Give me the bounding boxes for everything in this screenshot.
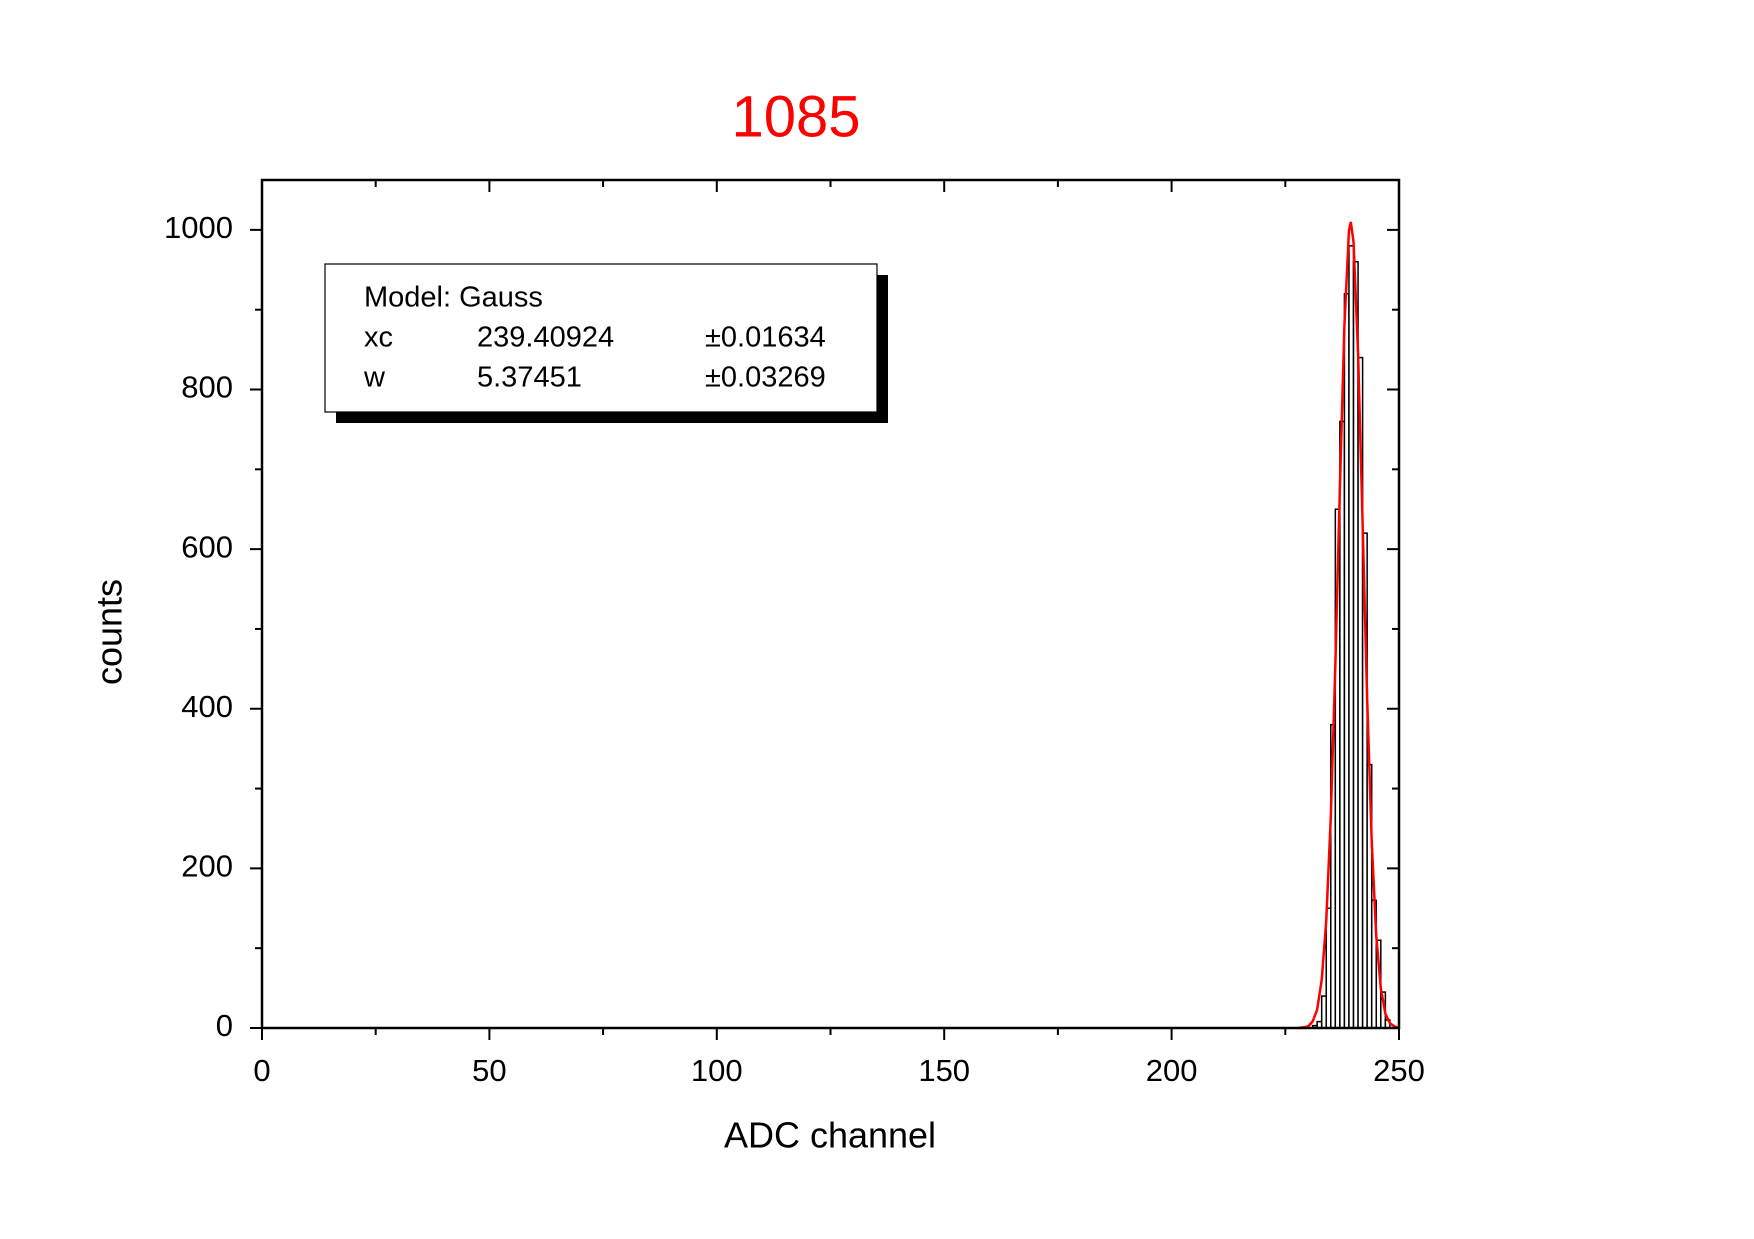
y-tick-label: 600 (181, 529, 233, 564)
fit-curve (1298, 221, 1400, 1030)
y-tick-label: 1000 (164, 210, 233, 245)
fit-box-frame (324, 263, 878, 413)
fit-param-name: xc (364, 322, 393, 354)
y-tick-label: 400 (181, 689, 233, 724)
x-tick-label: 200 (1146, 1053, 1198, 1088)
y-axis-label: counts (89, 579, 130, 685)
x-tick-label: 150 (918, 1053, 970, 1088)
fit-param-name: w (363, 362, 386, 394)
x-tick-label: 100 (691, 1053, 743, 1088)
chart-title: 1085 (731, 84, 860, 149)
x-tick-label: 0 (253, 1053, 270, 1088)
fit-param-value: 5.37451 (477, 362, 582, 394)
y-tick-label: 800 (181, 370, 233, 405)
fit-box: Model: Gauss xc 239.40924 ±0.01634 w 5.3… (324, 263, 888, 423)
y-tick-label: 200 (181, 849, 233, 884)
fit-param-error: ±0.01634 (705, 322, 826, 354)
x-tick-label: 50 (472, 1053, 506, 1088)
fit-param-error: ±0.03269 (705, 362, 826, 394)
fit-box-title: Model: Gauss (364, 282, 543, 314)
y-tick-label: 0 (216, 1008, 233, 1043)
x-axis-label: ADC channel (724, 1115, 936, 1156)
fit-param-value: 239.40924 (477, 322, 614, 354)
x-tick-label: 250 (1373, 1053, 1425, 1088)
